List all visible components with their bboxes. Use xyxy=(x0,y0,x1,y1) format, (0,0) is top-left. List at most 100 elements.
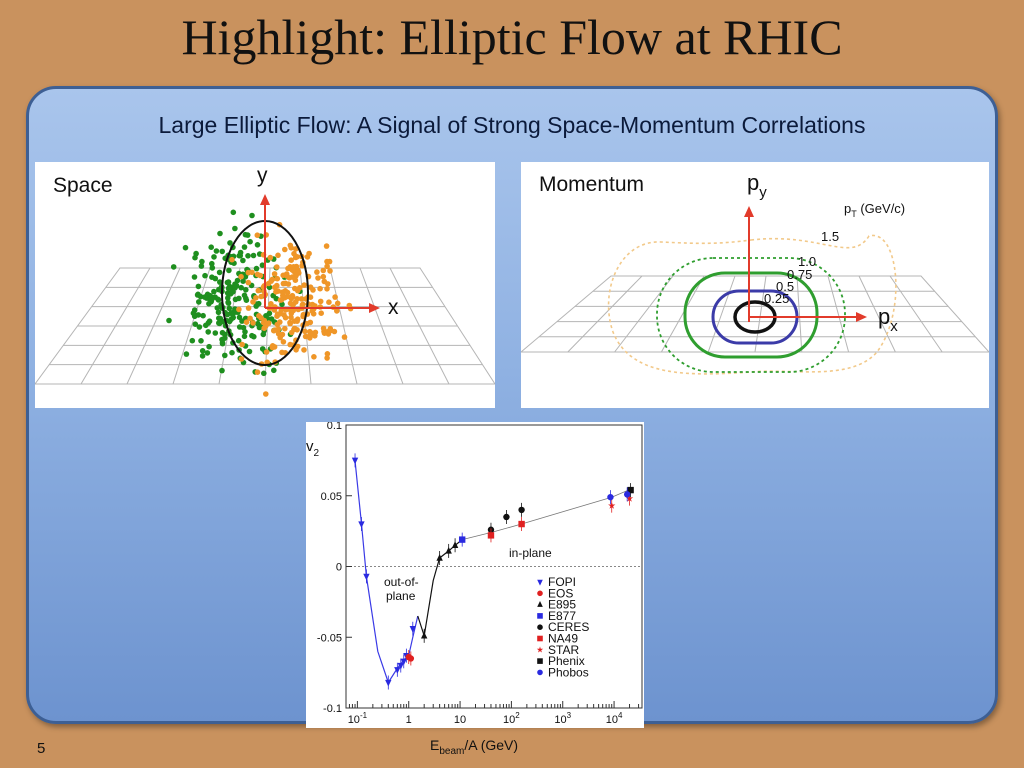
particle-green xyxy=(202,272,208,279)
marker-triangle-down xyxy=(400,658,407,666)
particle-orange xyxy=(323,243,330,249)
particle-green xyxy=(238,284,244,291)
space-x-label: x xyxy=(388,296,399,319)
particle-orange xyxy=(292,277,299,283)
particle-green xyxy=(213,248,220,254)
legend-label: NA49 xyxy=(548,632,578,646)
grid-line xyxy=(567,275,643,353)
x-tick-label: 1 xyxy=(406,714,412,726)
particle-green xyxy=(221,335,228,341)
particle-green xyxy=(206,318,213,324)
particle-orange xyxy=(267,254,274,261)
marker-circle xyxy=(407,655,415,662)
particle-green xyxy=(217,230,223,237)
particle-green xyxy=(240,257,246,264)
legend-label: Phobos xyxy=(548,665,589,679)
particle-orange xyxy=(287,242,294,249)
legend-label: E877 xyxy=(548,609,576,623)
particle-orange xyxy=(249,269,255,276)
grid-line xyxy=(754,275,767,353)
v2-x-label: Ebeam/A (GeV) xyxy=(430,737,519,757)
particle-green xyxy=(205,329,211,335)
annotation-out-of-plane-2: plane xyxy=(386,589,416,603)
particle-green xyxy=(170,264,177,270)
particle-orange xyxy=(260,319,267,326)
particle-orange xyxy=(292,246,299,252)
particle-orange xyxy=(250,299,256,305)
particle-orange xyxy=(253,295,259,301)
contour-0.75 xyxy=(683,271,819,359)
particle-green xyxy=(219,340,226,347)
particle-orange xyxy=(301,347,307,353)
particle-orange xyxy=(324,263,330,270)
particle-orange xyxy=(325,281,331,287)
particle-orange xyxy=(289,267,295,273)
space-particles xyxy=(166,209,354,397)
marker-square xyxy=(487,532,495,539)
particle-green xyxy=(279,301,285,308)
particle-orange xyxy=(258,293,264,300)
marker-star xyxy=(625,494,634,502)
particle-orange xyxy=(269,276,276,283)
particle-orange xyxy=(288,314,294,321)
particle-green xyxy=(206,343,212,350)
particle-green xyxy=(208,297,215,303)
particle-green xyxy=(240,278,246,284)
particle-green xyxy=(219,367,225,374)
space-x-arrow xyxy=(369,303,380,313)
particle-green xyxy=(232,225,238,232)
particle-orange xyxy=(282,246,288,253)
legend-marker xyxy=(537,601,543,607)
particle-orange xyxy=(341,334,348,340)
particle-green xyxy=(166,317,172,324)
particle-orange xyxy=(243,319,250,325)
particle-green xyxy=(203,322,209,329)
particle-green xyxy=(199,258,205,265)
y-tick-label: 0.05 xyxy=(321,491,342,503)
legend-label: STAR xyxy=(548,643,579,657)
legend-marker xyxy=(537,669,543,676)
particle-orange xyxy=(274,282,280,289)
particle-orange xyxy=(334,308,340,314)
particle-green xyxy=(192,321,199,327)
space-plot: Space y x xyxy=(35,164,495,397)
particle-green xyxy=(241,244,248,250)
marker-triangle-down xyxy=(385,679,392,687)
v2-chart: 0.1 0.05 0 -0.05 -0.1 10-1 1 10 102 103 104 v2 in… xyxy=(306,422,643,726)
particle-orange xyxy=(304,254,311,260)
particle-orange xyxy=(311,354,317,360)
particle-green xyxy=(236,295,242,302)
particle-orange xyxy=(315,275,321,281)
particle-orange xyxy=(314,269,320,275)
particle-green xyxy=(236,324,243,330)
particle-green xyxy=(222,352,228,359)
v2-figure: 0.1 0.05 0 -0.05 -0.1 10-1 1 10 102 103 104 v2 in… xyxy=(306,422,644,728)
grid-line xyxy=(858,275,896,353)
particle-orange xyxy=(290,301,297,307)
x-tick-label: 104 xyxy=(606,711,623,726)
legend-marker xyxy=(537,590,543,597)
particle-orange xyxy=(312,329,319,336)
particle-orange xyxy=(277,297,284,303)
particle-orange xyxy=(310,287,316,293)
particle-orange xyxy=(263,349,270,355)
marker-square xyxy=(627,486,634,494)
space-y-label: y xyxy=(257,164,268,187)
marker-triangle-down xyxy=(409,626,416,633)
y-tick-label: -0.05 xyxy=(317,632,342,644)
contour-label-1.5: 1.5 xyxy=(821,229,839,244)
particle-green xyxy=(199,353,206,359)
particle-green xyxy=(253,265,260,272)
particle-orange xyxy=(282,325,288,332)
momentum-grid-plane xyxy=(521,275,989,353)
particle-orange xyxy=(327,268,333,274)
particle-green xyxy=(225,285,232,292)
momentum-y-label: py xyxy=(747,170,767,201)
particle-green xyxy=(200,312,206,319)
marker-triangle-down xyxy=(397,662,404,670)
trend-high-line xyxy=(462,488,632,540)
particle-orange xyxy=(296,285,303,291)
particle-orange xyxy=(307,294,314,300)
particle-orange xyxy=(280,339,287,345)
particle-orange xyxy=(287,319,293,326)
